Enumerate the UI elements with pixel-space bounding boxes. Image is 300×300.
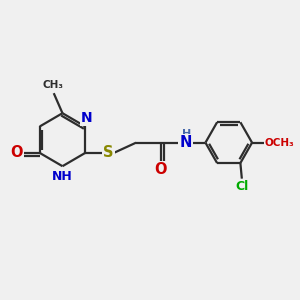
Text: OCH₃: OCH₃ — [265, 138, 294, 148]
Text: N: N — [179, 135, 192, 150]
Text: Cl: Cl — [235, 179, 248, 193]
Text: H: H — [182, 129, 192, 140]
Text: N: N — [81, 111, 93, 124]
Text: CH₃: CH₃ — [43, 80, 64, 90]
Text: NH: NH — [52, 170, 73, 183]
Text: O: O — [10, 146, 23, 160]
Text: O: O — [154, 162, 167, 177]
Text: S: S — [103, 146, 114, 160]
